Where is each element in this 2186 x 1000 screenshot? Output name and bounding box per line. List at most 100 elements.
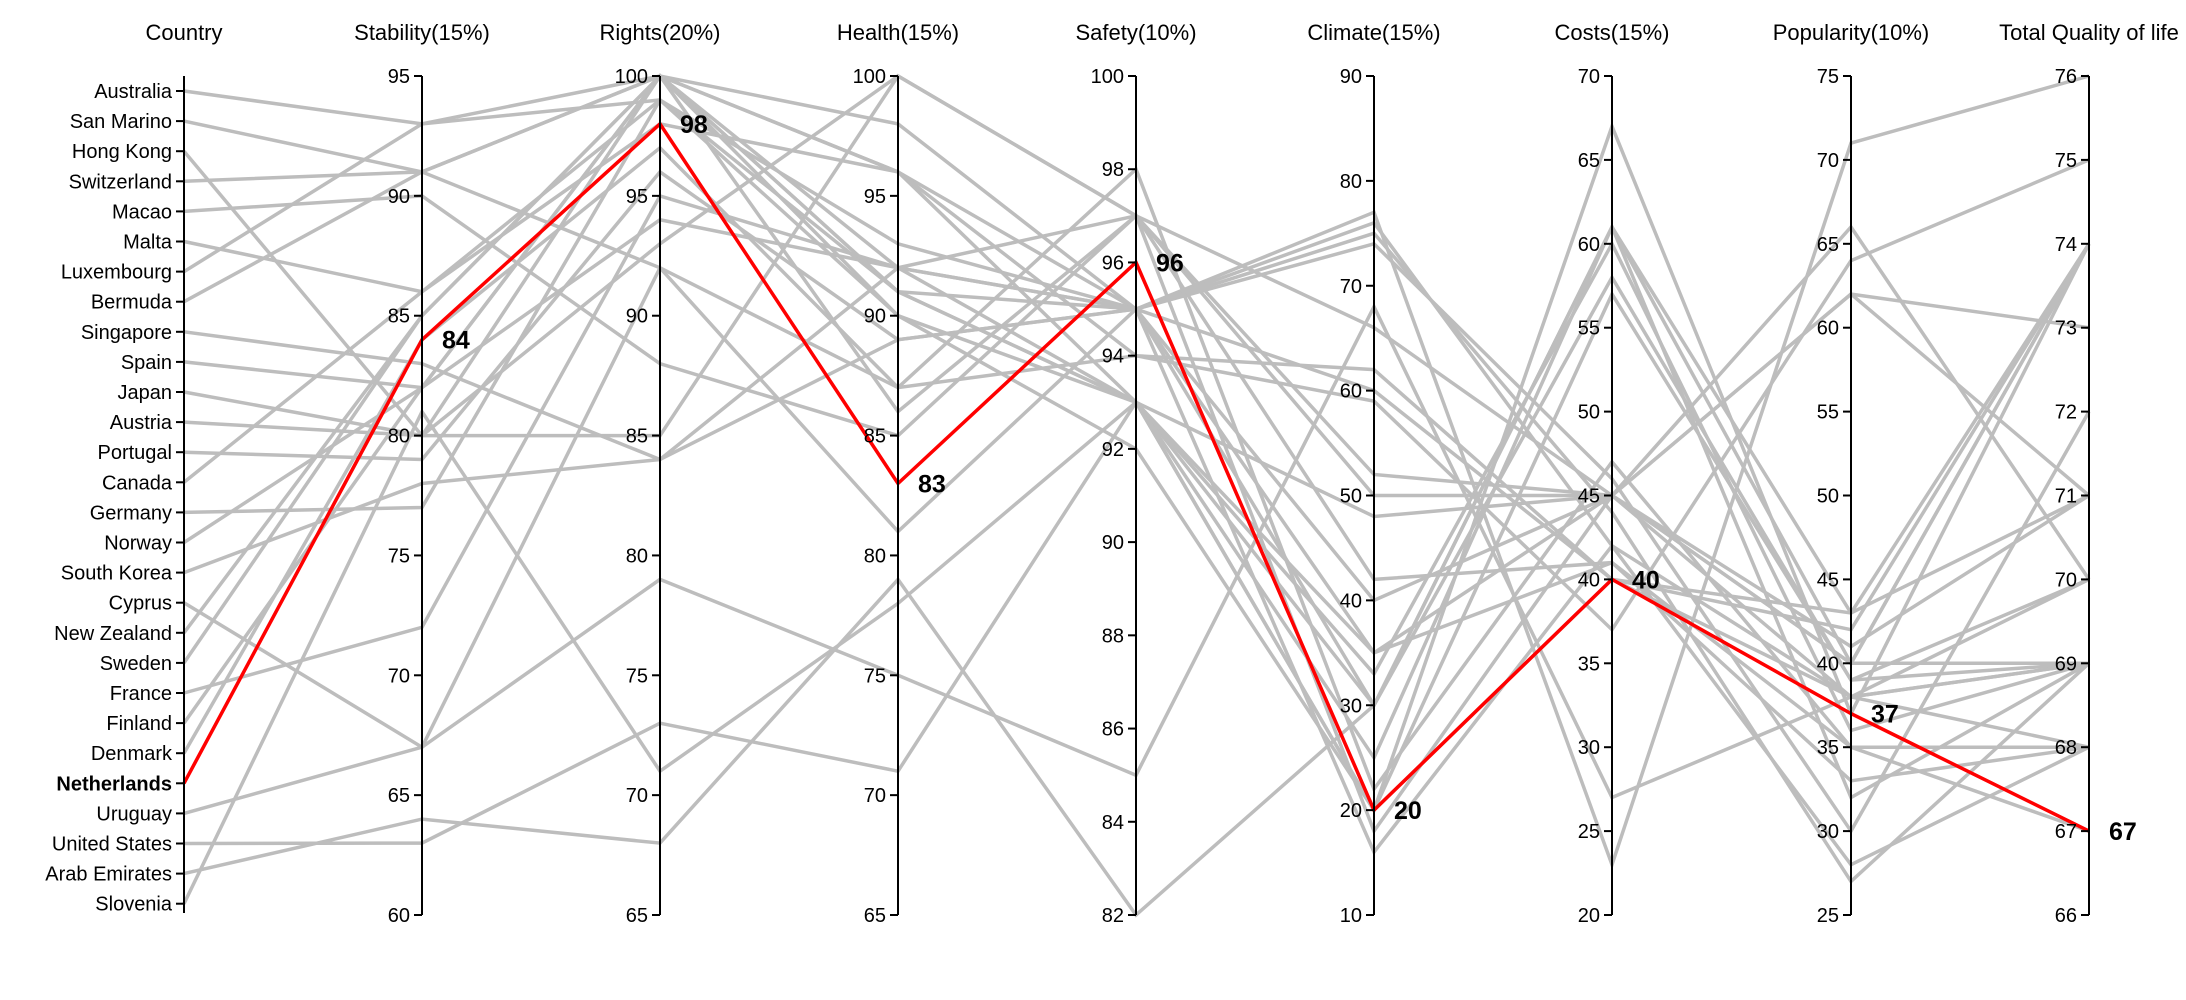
tick-label-safety-88: 88: [1102, 625, 1124, 647]
country-label-bermuda: Bermuda: [91, 292, 173, 314]
tick-label-total-73: 73: [2055, 318, 2077, 340]
country-label-germany: Germany: [90, 502, 172, 524]
tick-label-popularity-50: 50: [1817, 486, 1839, 508]
tick-label-rights-80: 80: [626, 545, 648, 567]
axis-costs: Costs(15%) 20 25 30 35 40 45 50 55 60 65 70: [1555, 20, 1670, 927]
tick-label-safety-82: 82: [1102, 905, 1124, 927]
tick-label-popularity-70: 70: [1817, 150, 1839, 172]
axis-title-popularity: Popularity(10%): [1773, 20, 1930, 45]
country-label-france: France: [110, 683, 172, 705]
tick-label-costs-40: 40: [1578, 569, 1600, 591]
country-label-arab-emirates: Arab Emirates: [45, 864, 172, 886]
country-label-malta: Malta: [123, 232, 173, 254]
tick-label-total-67: 67: [2055, 821, 2077, 843]
tick-label-rights-75: 75: [626, 665, 648, 687]
tick-label-climate-80: 80: [1340, 171, 1362, 193]
country-label-netherlands: Netherlands: [56, 773, 172, 795]
country-label-cyprus: Cyprus: [109, 593, 172, 615]
tick-label-safety-90: 90: [1102, 532, 1124, 554]
country-label-switzerland: Switzerland: [69, 171, 172, 193]
tick-label-climate-40: 40: [1340, 590, 1362, 612]
country-label-hong-kong: Hong Kong: [72, 141, 172, 163]
tick-label-health-75: 75: [864, 665, 886, 687]
country-label-spain: Spain: [121, 352, 172, 374]
tick-label-costs-35: 35: [1578, 653, 1600, 675]
country-label-singapore: Singapore: [81, 322, 172, 344]
axis-popularity: Popularity(10%) 25 30 35 40 45 50 55 60 65 70 75: [1773, 20, 1930, 927]
tick-label-rights-90: 90: [626, 306, 648, 328]
tick-label-popularity-30: 30: [1817, 821, 1839, 843]
tick-label-costs-60: 60: [1578, 234, 1600, 256]
tick-label-stability-65: 65: [388, 785, 410, 807]
tick-label-safety-86: 86: [1102, 719, 1124, 741]
tick-label-total-76: 76: [2055, 66, 2077, 88]
tick-label-total-70: 70: [2055, 569, 2077, 591]
tick-label-costs-65: 65: [1578, 150, 1600, 172]
axis-title-total: Total Quality of life: [1999, 20, 2179, 45]
tick-label-rights-85: 85: [626, 426, 648, 448]
tick-label-popularity-40: 40: [1817, 653, 1839, 675]
data-label-safety: 96: [1156, 249, 1184, 277]
tick-label-safety-96: 96: [1102, 252, 1124, 274]
tick-label-climate-30: 30: [1340, 695, 1362, 717]
tick-label-costs-55: 55: [1578, 318, 1600, 340]
tick-label-popularity-45: 45: [1817, 569, 1839, 591]
tick-label-total-71: 71: [2055, 486, 2077, 508]
country-label-uruguay: Uruguay: [96, 803, 172, 825]
axis-title-country: Country: [145, 20, 222, 45]
tick-label-climate-60: 60: [1340, 381, 1362, 403]
tick-label-safety-100: 100: [1091, 66, 1124, 88]
tick-label-costs-45: 45: [1578, 486, 1600, 508]
tick-label-total-66: 66: [2055, 905, 2077, 927]
data-label-climate: 20: [1394, 797, 1422, 825]
tick-label-stability-95: 95: [388, 66, 410, 88]
axis-title-safety: Safety(10%): [1075, 20, 1196, 45]
axis-title-health: Health(15%): [837, 20, 959, 45]
tick-label-climate-50: 50: [1340, 486, 1362, 508]
tick-label-rights-100: 100: [615, 66, 648, 88]
country-label-new-zealand: New Zealand: [54, 623, 172, 645]
tick-label-costs-70: 70: [1578, 66, 1600, 88]
axis-stability: Stability(15%) 60 65 70 75 80 85 90 95: [354, 20, 490, 927]
country-label-sweden: Sweden: [100, 653, 172, 675]
tick-label-stability-75: 75: [388, 545, 410, 567]
tick-label-stability-85: 85: [388, 306, 410, 328]
tick-label-popularity-65: 65: [1817, 234, 1839, 256]
tick-label-total-69: 69: [2055, 653, 2077, 675]
data-label-rights: 98: [680, 111, 708, 139]
tick-label-stability-80: 80: [388, 426, 410, 448]
axis-rights: Rights(20%) 65 70 75 80 85 90 95 100: [599, 20, 720, 927]
tick-label-climate-90: 90: [1340, 66, 1362, 88]
tick-label-total-74: 74: [2055, 234, 2077, 256]
highlight-values: 84 98 83 96 20 40 37 67: [442, 111, 2137, 846]
tick-label-popularity-35: 35: [1817, 737, 1839, 759]
tick-label-safety-84: 84: [1102, 812, 1124, 834]
country-label-finland: Finland: [106, 713, 172, 735]
tick-label-costs-50: 50: [1578, 402, 1600, 424]
tick-label-total-75: 75: [2055, 150, 2077, 172]
tick-label-costs-25: 25: [1578, 821, 1600, 843]
data-label-total: 67: [2109, 818, 2137, 846]
tick-label-stability-90: 90: [388, 186, 410, 208]
country-label-slovenia: Slovenia: [95, 894, 173, 916]
tick-label-rights-95: 95: [626, 186, 648, 208]
tick-label-stability-60: 60: [388, 905, 410, 927]
axis-health: Health(15%) 65 70 75 80 85 90 95 100: [837, 20, 959, 927]
tick-label-safety-92: 92: [1102, 439, 1124, 461]
tick-label-popularity-25: 25: [1817, 905, 1839, 927]
axis-title-costs: Costs(15%): [1555, 20, 1670, 45]
country-label-luxembourg: Luxembourg: [61, 262, 172, 284]
country-label-macao: Macao: [112, 201, 172, 223]
tick-label-health-100: 100: [853, 66, 886, 88]
tick-label-health-65: 65: [864, 905, 886, 927]
country-label-japan: Japan: [118, 382, 173, 404]
axis-climate: Climate(15%) 10 20 30 40 50 60 70 80 90: [1307, 20, 1440, 927]
axis-title-rights: Rights(20%): [599, 20, 720, 45]
tick-label-rights-65: 65: [626, 905, 648, 927]
tick-label-stability-70: 70: [388, 665, 410, 687]
tick-label-total-72: 72: [2055, 402, 2077, 424]
country-label-austria: Austria: [110, 412, 173, 434]
country-labels: Australia San Marino Hong Kong Switzerland M…: [45, 81, 173, 916]
axes: Country Stability(15%)6065707580859095Rig…: [145, 20, 2178, 927]
